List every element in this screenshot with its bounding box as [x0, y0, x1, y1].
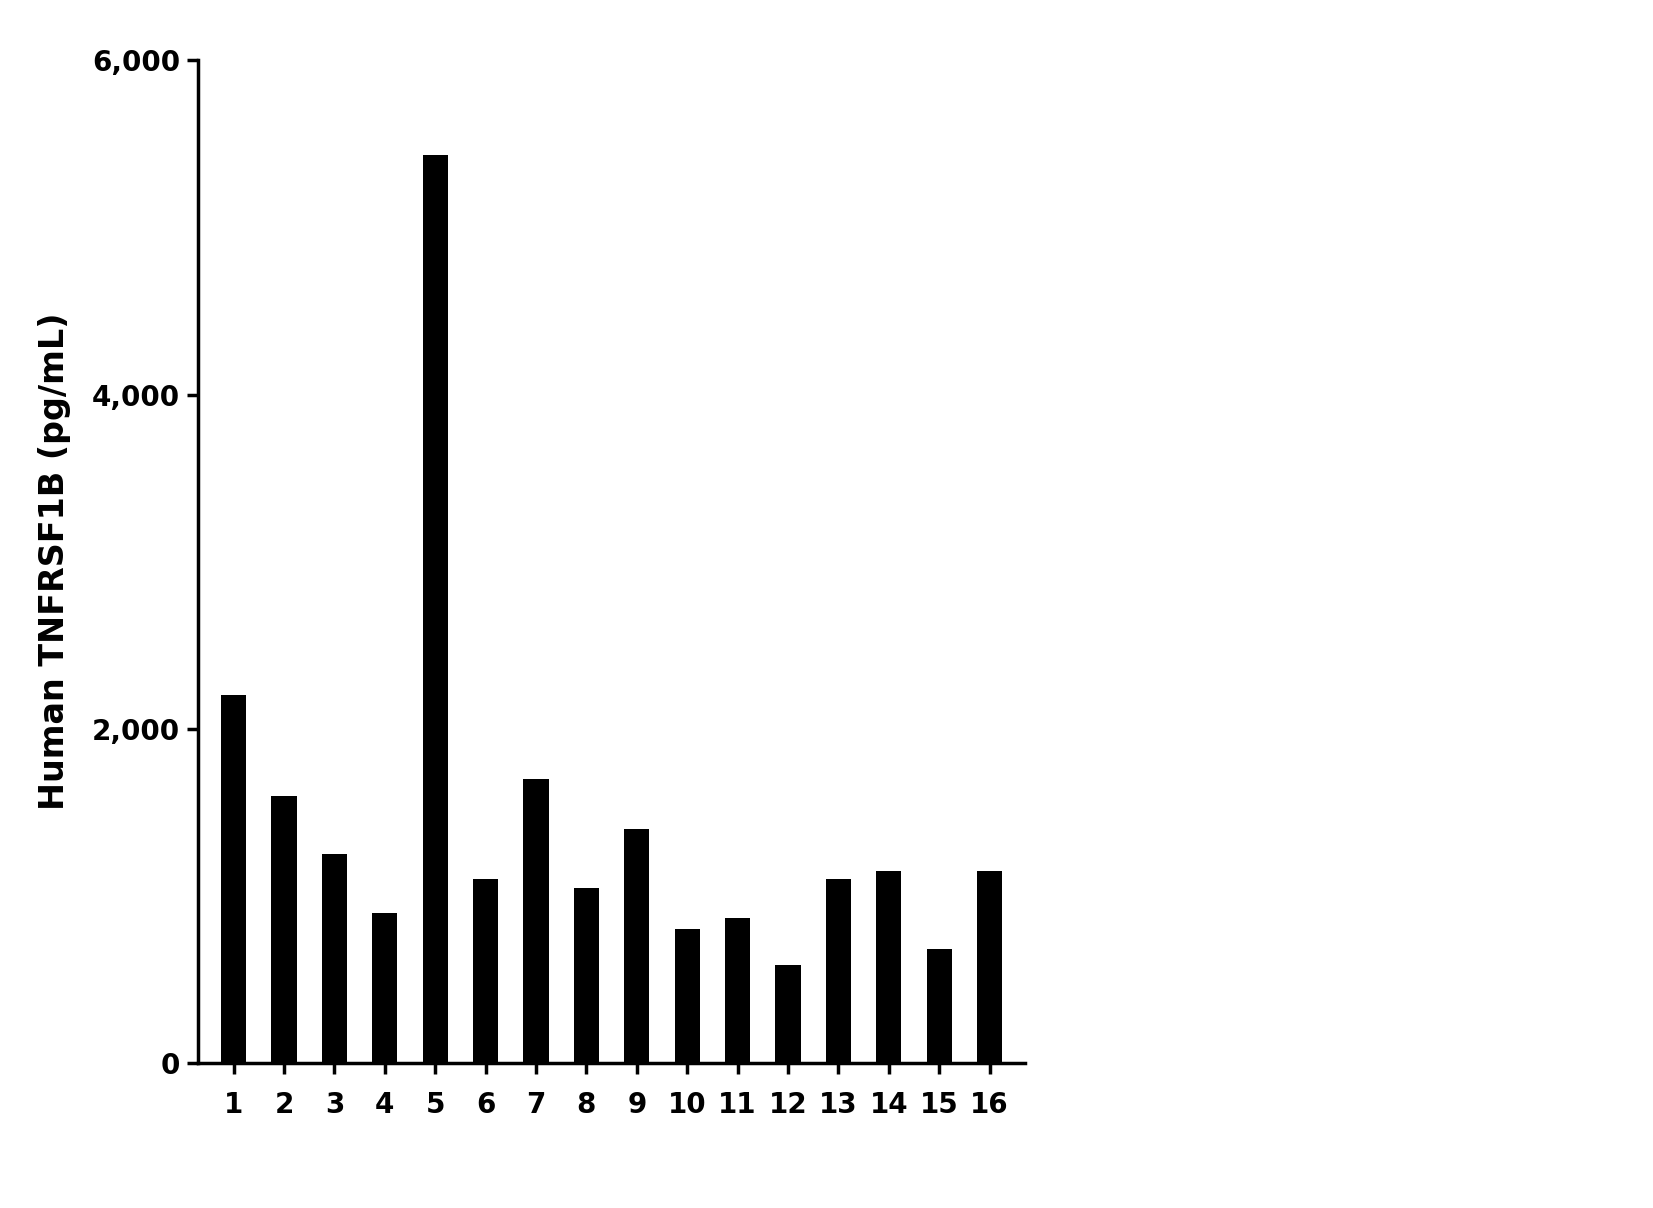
Bar	[674, 929, 699, 1063]
Bar	[977, 871, 1002, 1063]
Bar	[927, 949, 952, 1063]
Bar	[322, 854, 347, 1063]
Bar	[826, 879, 851, 1063]
Bar	[372, 913, 397, 1063]
Bar	[524, 779, 549, 1063]
Bar	[222, 696, 246, 1063]
Bar	[423, 155, 448, 1063]
Bar	[876, 871, 901, 1063]
Bar	[574, 888, 598, 1063]
Bar	[473, 879, 498, 1063]
Bar	[775, 965, 800, 1063]
Bar	[726, 918, 750, 1063]
Bar	[625, 829, 650, 1063]
Bar	[271, 796, 296, 1063]
Y-axis label: Human TNFRSF1B (pg/mL): Human TNFRSF1B (pg/mL)	[38, 313, 71, 811]
